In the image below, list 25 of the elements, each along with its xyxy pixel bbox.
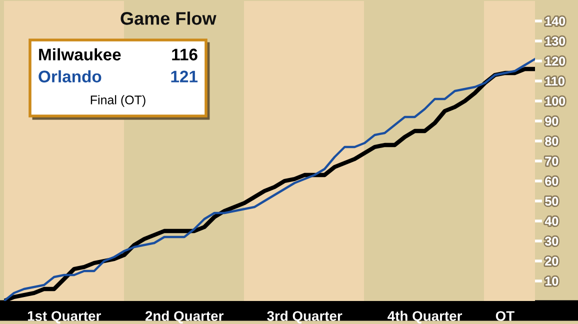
y-tick-label: 100	[546, 96, 566, 106]
y-tick-label: 80	[545, 136, 558, 146]
y-tick-label: 30	[545, 236, 558, 246]
chart-title: Game Flow	[120, 12, 216, 25]
y-tick-label: 60	[545, 176, 558, 186]
text: Orlando	[38, 70, 102, 82]
y-tick-label: 70	[545, 156, 558, 166]
y-tick-label: 110	[546, 76, 564, 86]
annotation: 116	[172, 48, 198, 60]
annotation: Final (OT)	[90, 95, 146, 107]
text: Milwaukee	[39, 48, 121, 60]
x-tick-label: 3rd Quarter	[267, 310, 342, 324]
x-tick-label: 4th Quarter	[388, 310, 462, 324]
y-tick-label: 40	[544, 216, 558, 226]
y-tick-label: 120	[546, 56, 566, 66]
x-tick-label: 2nd Quarter	[145, 310, 224, 324]
y-tick-label: 10	[546, 276, 558, 286]
y-tick-label: 130	[546, 36, 566, 46]
y-tick-label: 20	[545, 256, 558, 266]
x-tick-label: OT	[496, 311, 514, 321]
annotation: 121	[171, 70, 198, 82]
y-tick-label: 50	[545, 196, 558, 206]
y-tick-label: 140	[546, 16, 566, 26]
y-tick-label: 90	[545, 116, 558, 126]
x-tick-label: 1st Quarter	[28, 311, 101, 324]
